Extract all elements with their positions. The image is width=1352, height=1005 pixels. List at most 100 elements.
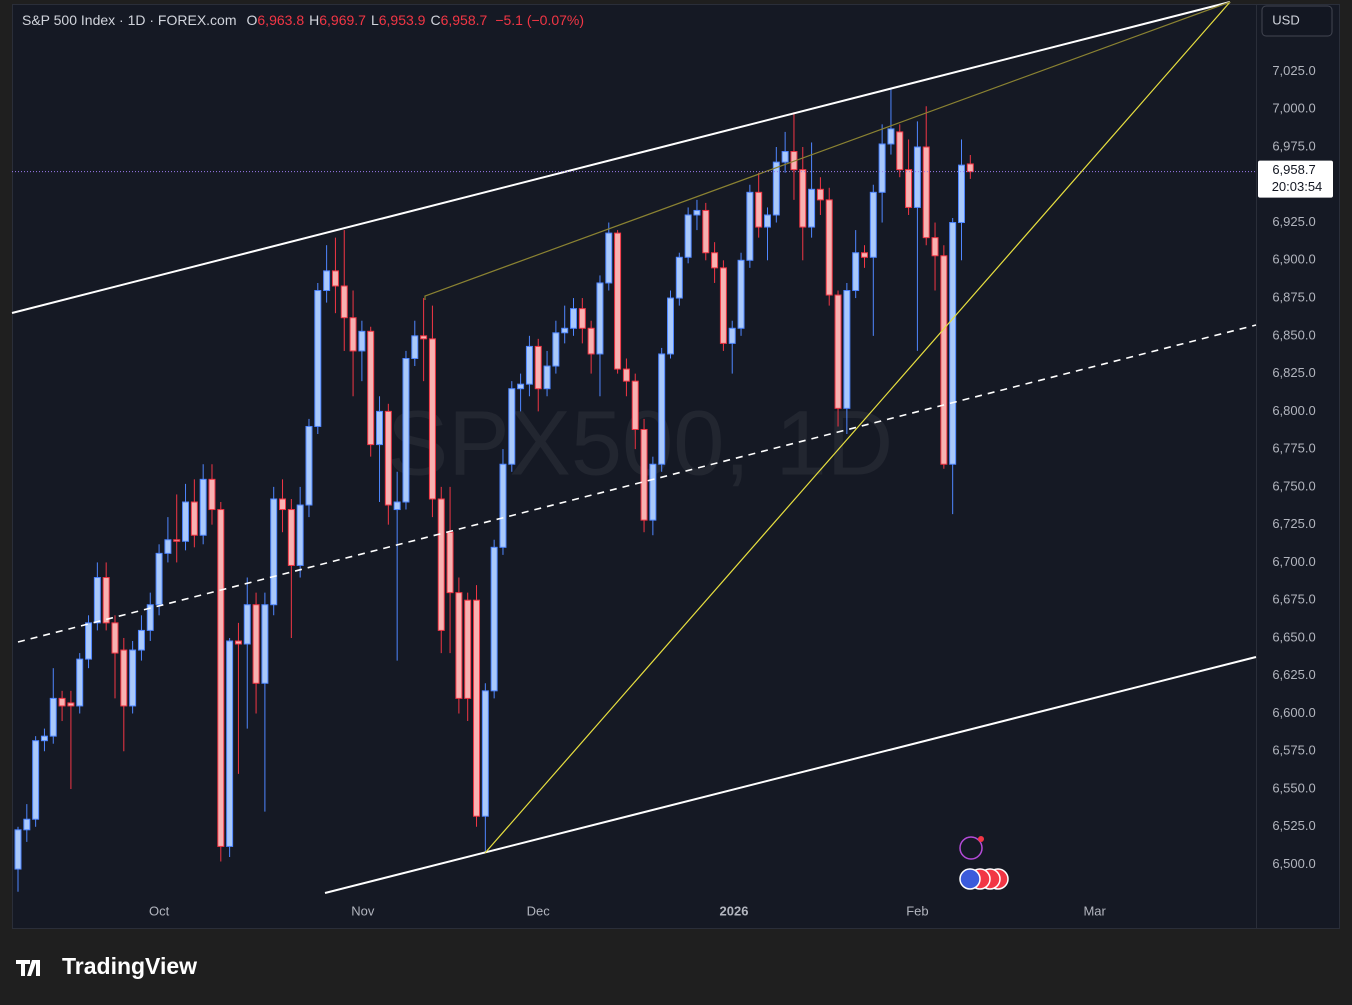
candle-body xyxy=(393,501,401,511)
currency-button[interactable] xyxy=(1261,5,1333,37)
y-tick-label: 7,000.0 xyxy=(1272,101,1315,116)
candle-body xyxy=(737,259,745,329)
candle-body xyxy=(428,338,436,500)
mid-line xyxy=(17,324,1257,643)
candle-body xyxy=(843,290,851,409)
x-tick-label: Nov xyxy=(351,903,375,918)
candle-body xyxy=(455,592,463,699)
candle-body xyxy=(799,169,807,228)
candle-body xyxy=(534,345,542,390)
candle-body xyxy=(640,428,648,521)
legend-title: S&P 500 Index · 1D · FOREX.com xyxy=(22,12,237,28)
candle-body xyxy=(957,164,965,224)
candle-body xyxy=(481,690,489,817)
candle-body xyxy=(825,199,833,296)
candle-body xyxy=(32,740,40,820)
event-icon[interactable] xyxy=(959,836,983,860)
candle-body xyxy=(376,410,384,446)
candle-body xyxy=(129,649,137,707)
candle-body xyxy=(49,697,57,737)
candle-body xyxy=(702,209,710,254)
candle-body xyxy=(137,629,145,651)
candle-body xyxy=(340,285,348,319)
candle-body xyxy=(226,640,234,847)
candle-body xyxy=(684,214,692,258)
trend-line xyxy=(11,1,1231,314)
event-flags[interactable] xyxy=(959,868,1009,890)
branding: TradingView xyxy=(62,953,197,979)
candle-body xyxy=(905,169,913,208)
candle-body xyxy=(93,577,101,624)
candle-body xyxy=(966,163,974,173)
y-tick-label: 6,600.0 xyxy=(1272,705,1315,720)
candle-body xyxy=(746,191,754,261)
legend-value: 6,969.7 xyxy=(319,12,366,28)
candle-body xyxy=(852,252,860,292)
candle-body xyxy=(102,577,110,624)
candle-body xyxy=(543,365,551,390)
candle-body xyxy=(67,702,75,707)
y-tick-label: 6,625.0 xyxy=(1272,667,1315,682)
candle-body xyxy=(499,463,507,548)
candle-body xyxy=(76,658,84,707)
candle-body xyxy=(164,539,172,554)
chart-panel xyxy=(12,4,1340,929)
legend-key: C xyxy=(430,12,440,28)
logo-mark xyxy=(16,960,40,976)
legend: S&P 500 Index · 1D · FOREX.com O6,963.8 H6… xyxy=(22,12,584,28)
candle-body xyxy=(420,335,428,340)
candle-body xyxy=(949,222,957,465)
candle-body xyxy=(252,604,260,684)
candle-body xyxy=(508,388,516,465)
candle-body xyxy=(305,425,313,506)
legend-value: 6,953.9 xyxy=(379,12,426,28)
y-tick-label: 6,575.0 xyxy=(1272,743,1315,758)
candle-body xyxy=(940,255,948,465)
y-tick-label: 7,025.0 xyxy=(1272,63,1315,78)
candle-body xyxy=(349,317,357,352)
candle-body xyxy=(525,345,533,385)
candle-body xyxy=(437,498,445,631)
candle-body xyxy=(473,599,481,817)
legend-key: L xyxy=(371,12,379,28)
y-tick-label: 6,500.0 xyxy=(1272,856,1315,871)
candle-body xyxy=(85,622,93,660)
trend-line xyxy=(484,1,1231,854)
legend-value: 6,963.8 xyxy=(257,12,304,28)
candle-body xyxy=(190,501,198,536)
candle-body xyxy=(869,191,877,258)
candle-body xyxy=(896,131,904,171)
candle-body xyxy=(922,146,930,239)
y-tick-label: 6,650.0 xyxy=(1272,629,1315,644)
candle-body xyxy=(182,501,190,542)
candle-body xyxy=(711,252,719,269)
candle-body xyxy=(675,256,683,299)
candle-body xyxy=(261,604,269,684)
candle-body xyxy=(120,649,128,707)
last-price-box xyxy=(1258,160,1333,198)
candle-body xyxy=(913,146,921,208)
x-tick-label: 2026 xyxy=(720,903,749,918)
drawings xyxy=(11,1,1257,894)
event-dot xyxy=(978,836,984,842)
y-tick-label: 6,975.0 xyxy=(1272,138,1315,153)
candle-body xyxy=(667,297,675,355)
candle-body xyxy=(40,735,48,742)
last-price-label: 6,958.7 xyxy=(1272,162,1315,177)
y-tick-label: 6,825.0 xyxy=(1272,365,1315,380)
y-tick-label: 6,700.0 xyxy=(1272,554,1315,569)
flag xyxy=(959,868,981,890)
candle-body xyxy=(755,191,763,228)
y-tick-label: 6,775.0 xyxy=(1272,441,1315,456)
candle-body xyxy=(314,290,322,427)
candles xyxy=(14,89,974,892)
candle-body xyxy=(587,327,595,355)
candle-body xyxy=(622,368,630,382)
candle-body xyxy=(860,252,868,258)
candle-body xyxy=(578,308,586,329)
candle-body xyxy=(446,531,454,594)
y-tick-label: 6,725.0 xyxy=(1272,516,1315,531)
candle-body xyxy=(464,599,472,699)
candle-body xyxy=(199,478,207,536)
candle-body xyxy=(14,829,22,870)
